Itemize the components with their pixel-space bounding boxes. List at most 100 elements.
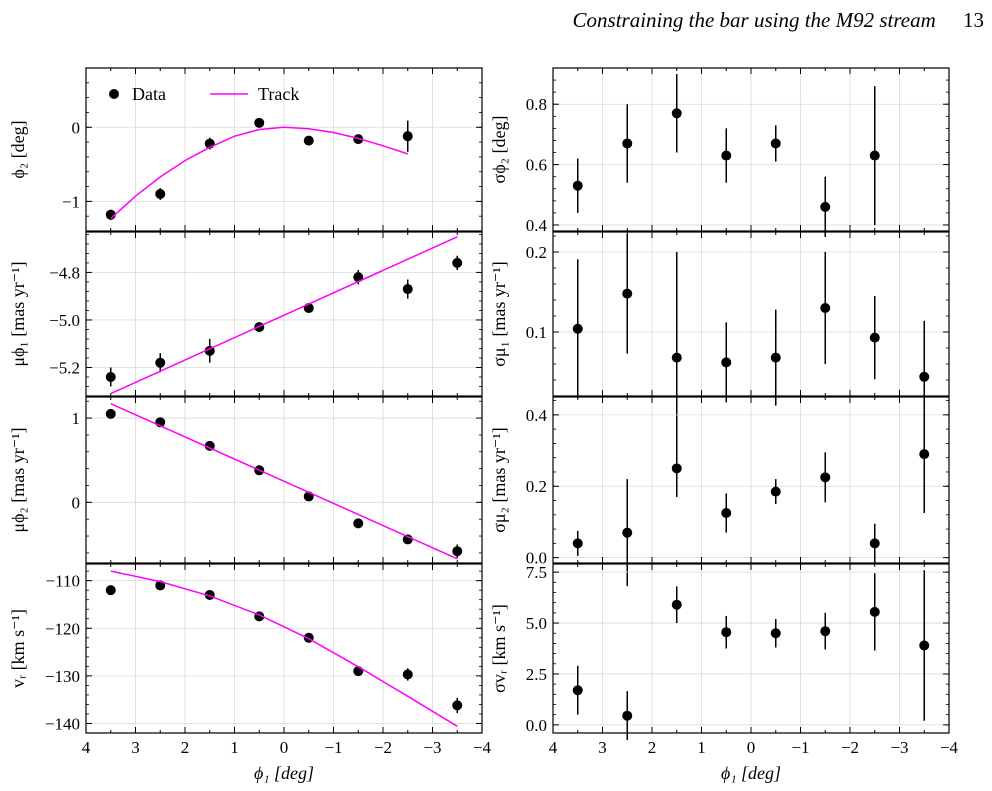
y-tick-label: −120 (45, 619, 80, 638)
x-tick-label: −1 (791, 738, 809, 757)
data-point (402, 131, 413, 142)
data-point (353, 518, 364, 529)
y-axis-label: vᵣ [km s⁻¹] (8, 609, 28, 688)
y-tick-label: 0.0 (526, 716, 547, 735)
data-point (671, 463, 682, 474)
data-point (105, 585, 116, 596)
data-point (671, 352, 682, 363)
x-tick-label: 2 (181, 738, 190, 757)
x-tick-label: −4 (473, 738, 492, 757)
x-tick-label: 1 (697, 738, 706, 757)
y-tick-label: 0.4 (526, 406, 548, 425)
y-tick-label: 0.1 (526, 323, 547, 342)
track-line (110, 570, 458, 727)
y-tick-label: 5.0 (526, 614, 547, 633)
panel-sigma_mu2: 0.0 0.2 0.4 σμ₂ [mas yr⁻¹] (489, 395, 950, 587)
y-tick-label: −4.8 (49, 263, 80, 282)
data-point (671, 599, 682, 610)
track-line (110, 403, 458, 560)
data-point (770, 628, 781, 639)
legend-data-marker (109, 89, 119, 99)
data-point (721, 357, 732, 368)
x-tick-label: 4 (549, 738, 558, 757)
data-point (572, 685, 583, 696)
y-tick-label: 0 (72, 493, 81, 512)
x-tick-label: 2 (648, 738, 657, 757)
data-point (155, 188, 166, 199)
panel-mu_phi2: 1 0 μϕ₂ [mas yr⁻¹] (8, 396, 483, 564)
y-axis-label: ϕ₂ [deg] (8, 120, 28, 178)
y-tick-label: −110 (46, 572, 80, 591)
data-point (820, 303, 831, 313)
y-tick-label: 0 (72, 118, 81, 137)
data-point (105, 408, 116, 419)
data-point (919, 449, 930, 460)
y-tick-label: 0.6 (526, 156, 547, 175)
data-point (572, 538, 583, 549)
data-point (303, 135, 314, 146)
data-point (721, 150, 732, 161)
data-point (919, 640, 930, 651)
y-tick-label: 2.5 (526, 665, 547, 684)
data-point (770, 138, 781, 149)
x-tick-label: −3 (890, 738, 908, 757)
legend-track-label: Track (258, 84, 299, 104)
data-point (155, 357, 166, 368)
x-tick-label: −2 (374, 738, 392, 757)
data-point (820, 201, 831, 212)
data-point (353, 272, 364, 283)
data-point (869, 332, 880, 343)
y-tick-label: 0.2 (526, 477, 547, 496)
data-point (572, 180, 583, 191)
data-point (402, 669, 413, 680)
data-point (622, 138, 633, 149)
y-tick-label: 0.4 (526, 216, 548, 235)
data-point (402, 534, 413, 545)
data-point (402, 284, 413, 295)
panel-sigma_phi2: 0.4 0.6 0.8 σϕ₂ [deg] (489, 67, 950, 238)
y-tick-label: −1 (62, 192, 80, 211)
data-point (671, 108, 682, 119)
data-point (452, 257, 463, 268)
y-axis-label: σμ₁ [mas yr⁻¹] (489, 261, 509, 367)
x-tick-label: 3 (598, 738, 607, 757)
data-point (869, 606, 880, 617)
data-point (452, 700, 463, 711)
data-point (622, 288, 633, 299)
paper-running-title: Constraining the bar using the M92 strea… (572, 8, 936, 32)
x-tick-label: 1 (230, 738, 239, 757)
data-point (919, 371, 930, 382)
x-tick-label: −3 (423, 738, 441, 757)
page-header: Constraining the bar using the M92 strea… (573, 8, 984, 33)
x-tick-label: 0 (747, 738, 756, 757)
y-tick-label: 0.2 (526, 243, 547, 262)
data-point (622, 710, 633, 721)
data-point (572, 323, 583, 334)
data-point (452, 546, 463, 557)
data-point (105, 371, 116, 382)
y-tick-label: 1 (72, 409, 81, 428)
track-line (110, 236, 458, 395)
y-tick-label: −5.0 (49, 311, 80, 330)
x-tick-label: 4 (82, 738, 91, 757)
data-point (770, 486, 781, 497)
data-point (820, 626, 831, 637)
y-tick-label: −130 (45, 667, 80, 686)
x-tick-label: 0 (280, 738, 289, 757)
panel-phi2: 0 −1 ϕ₂ [deg] Data Track (8, 67, 483, 232)
y-axis-label: σvᵣ [km s⁻¹] (489, 604, 509, 693)
y-axis-label: σϕ₂ [deg] (489, 116, 509, 184)
y-axis-label: μϕ₂ [mas yr⁻¹] (8, 427, 28, 532)
legend-data-label: Data (132, 84, 166, 104)
data-point (820, 472, 831, 483)
x-axis-label: ϕ₁ [deg] (254, 763, 314, 783)
data-point (869, 538, 880, 549)
data-point (721, 508, 732, 519)
y-tick-label: −140 (45, 714, 80, 733)
panel-sigma_mu1: 0.1 0.2 σμ₁ [mas yr⁻¹] (489, 231, 950, 464)
data-point (721, 627, 732, 638)
y-tick-label: 7.5 (526, 563, 547, 582)
page-number: 13 (963, 8, 984, 32)
